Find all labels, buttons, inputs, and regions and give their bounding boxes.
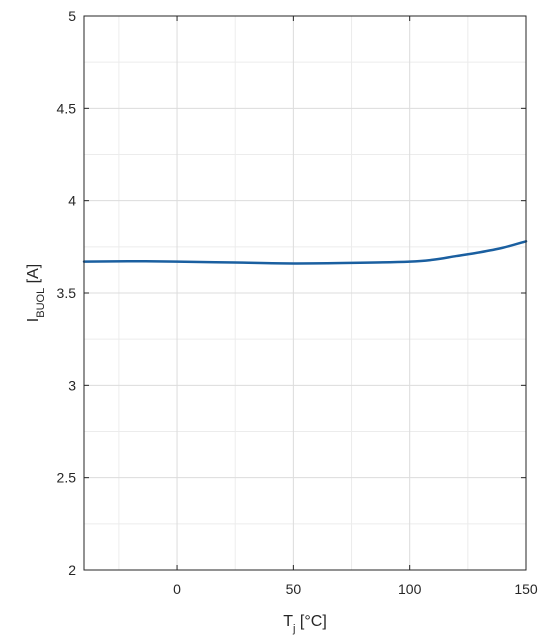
x-tick-label: 0 (173, 581, 181, 597)
x-tick-label: 150 (514, 581, 538, 597)
axes (83, 15, 527, 571)
x-axis-label-subscript: j (292, 623, 295, 635)
y-tick-label: 3 (68, 377, 76, 393)
y-tick-label: 4 (68, 193, 76, 209)
y-tick-label: 2.5 (57, 470, 77, 486)
y-axis-label-subscript: BUOL (35, 288, 47, 318)
series-layer (82, 240, 528, 265)
y-axis-label-unit: [A] (25, 264, 42, 288)
x-axis-label-unit: [°C] (295, 613, 326, 630)
y-axis-label: IBUOL [A] (25, 264, 47, 322)
y-tick-label: 4.5 (57, 100, 77, 116)
x-tick-label: 100 (398, 581, 422, 597)
series-line (82, 240, 528, 265)
x-axis-label: Tj [°C] (283, 613, 327, 635)
y-tick-label: 3.5 (57, 285, 77, 301)
tick-labels: 0 50 100 150 2 2.5 3 3.5 4 4.5 5 (57, 8, 538, 597)
y-tick-label: 5 (68, 8, 76, 24)
y-axis-label-main: I (25, 318, 42, 322)
x-tick-label: 50 (286, 581, 302, 597)
y-tick-label: 2 (68, 562, 76, 578)
x-axis-label-main: T (283, 613, 293, 630)
